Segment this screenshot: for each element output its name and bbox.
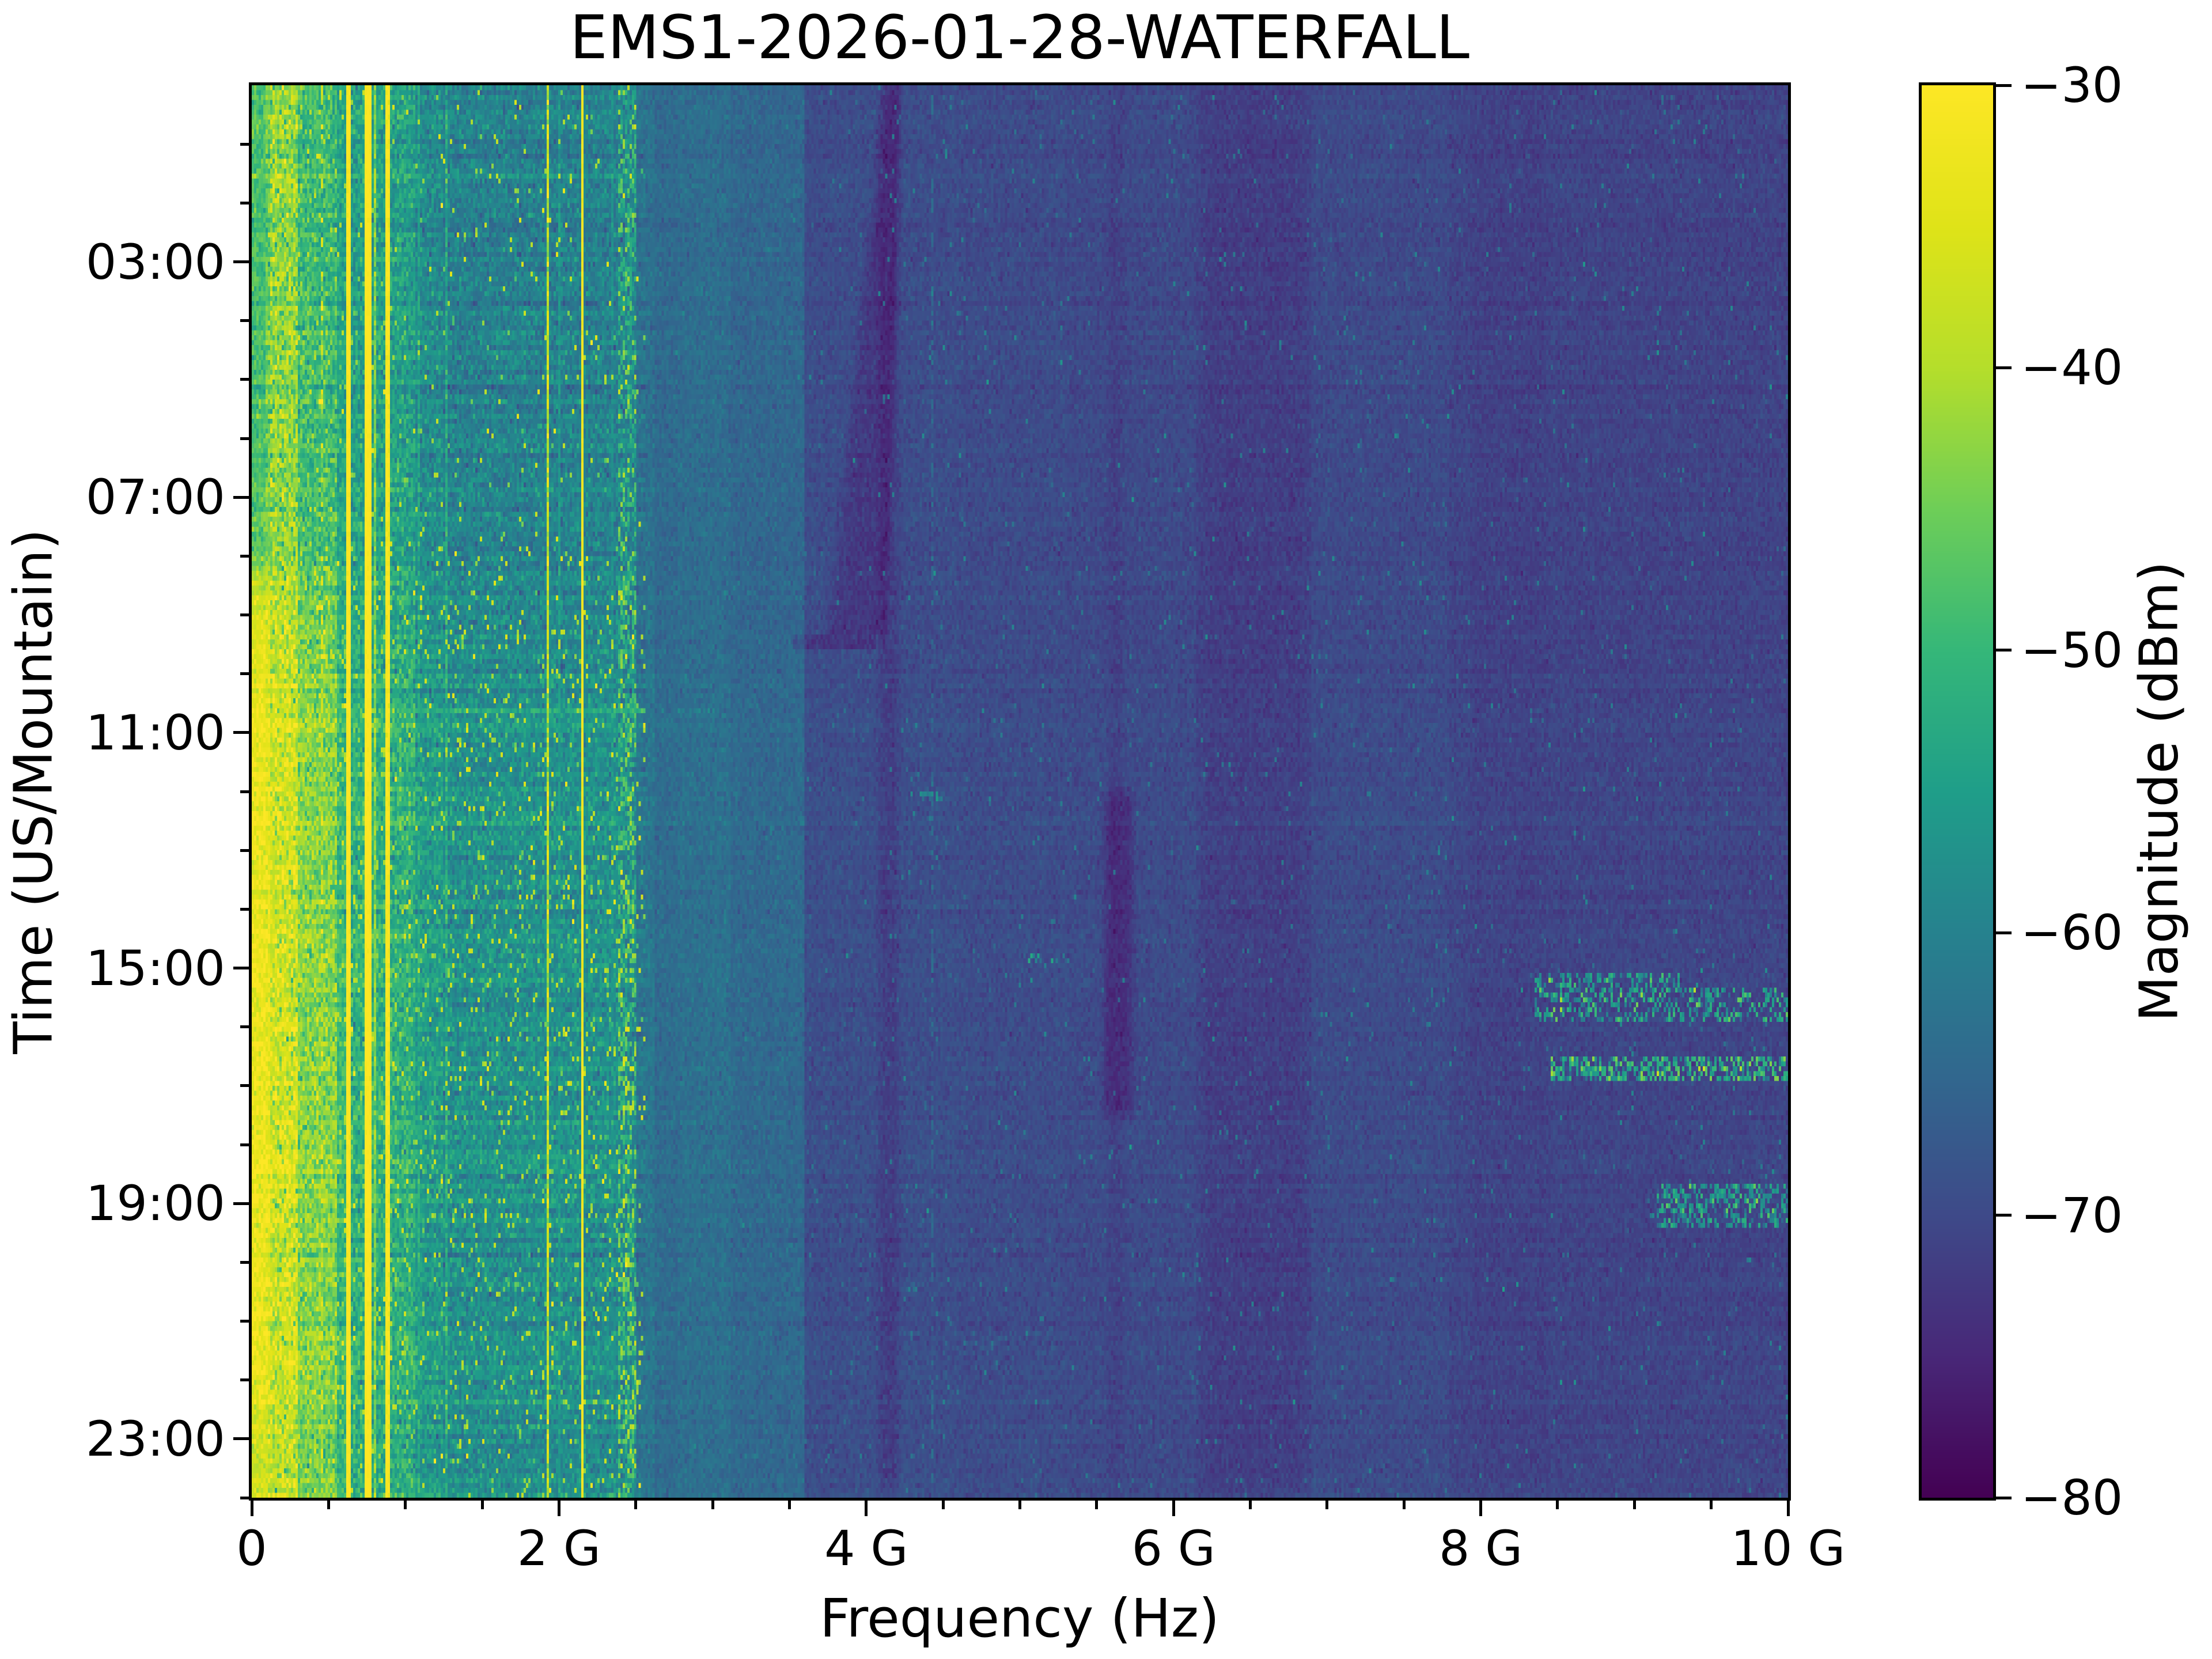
y-major-tick <box>233 967 249 969</box>
y-tick-label: 11:00 <box>85 704 225 761</box>
x-minor-tick <box>327 1501 330 1509</box>
y-minor-tick <box>240 790 249 793</box>
x-major-tick <box>1479 1501 1483 1516</box>
x-tick-label: 2 G <box>517 1520 601 1577</box>
plot-frame <box>249 82 1791 1501</box>
y-minor-tick <box>240 1260 249 1264</box>
colorbar-frame <box>1919 82 1996 1501</box>
x-major-tick <box>1172 1501 1175 1516</box>
y-minor-tick <box>240 142 249 146</box>
colorbar-tick-label: −40 <box>2021 339 2123 396</box>
y-tick-label: 07:00 <box>85 469 225 526</box>
colorbar-tick <box>1996 1214 2012 1217</box>
y-minor-tick <box>240 319 249 323</box>
x-minor-tick <box>1556 1501 1559 1509</box>
x-minor-tick <box>1402 1501 1406 1509</box>
y-tick-label: 19:00 <box>85 1175 225 1232</box>
y-minor-tick <box>240 613 249 616</box>
colorbar-tick-label: −30 <box>2021 57 2123 113</box>
colorbar-gradient <box>1922 85 1993 1498</box>
y-minor-tick <box>240 1378 249 1382</box>
x-axis-label: Frequency (Hz) <box>820 1588 1219 1649</box>
y-tick-label: 03:00 <box>85 233 225 290</box>
y-minor-tick <box>240 378 249 381</box>
x-minor-tick <box>404 1501 407 1509</box>
colorbar-tick <box>1996 366 2012 369</box>
colorbar-tick-label: −60 <box>2021 904 2123 961</box>
y-minor-tick <box>240 1084 249 1088</box>
x-minor-tick <box>1018 1501 1021 1509</box>
x-major-tick <box>250 1501 253 1516</box>
x-tick-label: 6 G <box>1131 1520 1215 1577</box>
x-minor-tick <box>634 1501 638 1509</box>
colorbar-tick-label: −50 <box>2021 622 2123 679</box>
x-tick-label: 10 G <box>1730 1520 1846 1577</box>
x-minor-tick <box>1710 1501 1713 1509</box>
colorbar-tick <box>1996 931 2012 934</box>
colorbar-tick-label: −70 <box>2021 1187 2123 1244</box>
y-major-tick <box>233 1437 249 1441</box>
y-minor-tick <box>240 201 249 204</box>
colorbar-label: Magnitude (dBm) <box>2128 561 2190 1022</box>
x-major-tick <box>865 1501 868 1516</box>
y-major-tick <box>233 495 249 499</box>
colorbar-tick-label: −80 <box>2021 1469 2123 1526</box>
x-minor-tick <box>711 1501 714 1509</box>
y-minor-tick <box>240 672 249 676</box>
x-minor-tick <box>941 1501 945 1509</box>
colorbar-tick <box>1996 649 2012 652</box>
chart-title-text: EMS1-2026-01-28-WATERFALL <box>570 2 1469 73</box>
y-tick-label: 23:00 <box>85 1410 225 1467</box>
y-minor-tick <box>240 437 249 440</box>
y-minor-tick <box>240 1320 249 1323</box>
y-minor-tick <box>240 849 249 852</box>
x-minor-tick <box>480 1501 484 1509</box>
x-major-tick <box>1786 1501 1790 1516</box>
y-minor-tick <box>240 1025 249 1029</box>
y-minor-tick <box>240 1143 249 1146</box>
y-major-tick <box>233 731 249 734</box>
y-major-tick <box>233 260 249 263</box>
x-tick-label: 4 G <box>824 1520 908 1577</box>
x-tick-label: 8 G <box>1438 1520 1523 1577</box>
y-minor-tick <box>240 554 249 558</box>
x-minor-tick <box>1095 1501 1099 1509</box>
colorbar-tick <box>1996 1496 2012 1499</box>
y-minor-tick <box>240 1496 249 1499</box>
x-minor-tick <box>1249 1501 1252 1509</box>
y-tick-label: 15:00 <box>85 940 225 997</box>
y-major-tick <box>233 1202 249 1205</box>
x-tick-label: 0 <box>236 1520 267 1577</box>
x-minor-tick <box>787 1501 791 1509</box>
waterfall-heatmap <box>252 85 1788 1498</box>
colorbar-tick <box>1996 84 2012 87</box>
x-major-tick <box>557 1501 560 1516</box>
x-minor-tick <box>1633 1501 1636 1509</box>
x-minor-tick <box>1325 1501 1329 1509</box>
y-minor-tick <box>240 907 249 911</box>
